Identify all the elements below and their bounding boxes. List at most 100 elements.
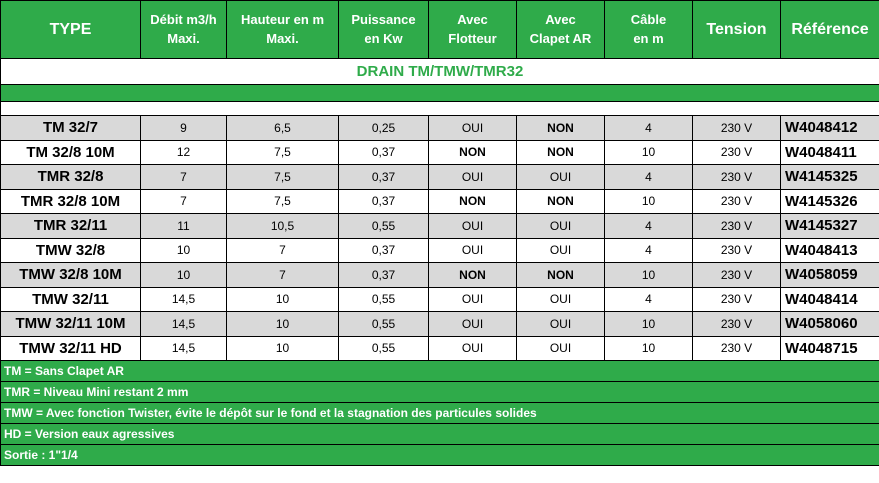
cell-flotteur: OUI bbox=[428, 237, 517, 263]
cell-puissance: 0,37 bbox=[338, 262, 429, 288]
legend-note-row: TMW = Avec fonction Twister, évite le dé… bbox=[0, 402, 879, 424]
cell-hauteur: 7 bbox=[226, 262, 339, 288]
cell-tension: 230 V bbox=[692, 188, 781, 214]
cell-reference: W4048414 bbox=[780, 286, 879, 312]
legend-note-row: HD = Version eaux agressives bbox=[0, 423, 879, 445]
cell-debit: 7 bbox=[140, 164, 227, 190]
table-row: TM 32/7 9 6,5 0,25 OUI NON 4 230 V W4048412 bbox=[0, 115, 879, 141]
legend-note-row: Sortie : 1"1/4 bbox=[0, 444, 879, 466]
header-debit: Débit m3/h Maxi. bbox=[140, 0, 227, 59]
legend-note: Sortie : 1"1/4 bbox=[0, 444, 879, 466]
cell-clapet: NON bbox=[516, 262, 605, 288]
cell-clapet: OUI bbox=[516, 311, 605, 337]
table-row: TMW 32/11 10M 14,5 10 0,55 OUI OUI 10 230 V W405… bbox=[0, 311, 879, 337]
cell-cable: 10 bbox=[604, 262, 693, 288]
cell-puissance: 0,37 bbox=[338, 188, 429, 214]
cell-flotteur: OUI bbox=[428, 286, 517, 312]
cell-cable: 4 bbox=[604, 164, 693, 190]
cell-type: TMW 32/11 HD bbox=[0, 335, 141, 361]
header-row: TYPE Débit m3/h Maxi. Hauteur en m Maxi. P… bbox=[0, 0, 879, 59]
cell-reference: W4048412 bbox=[780, 115, 879, 141]
legend-note: TM = Sans Clapet AR bbox=[0, 360, 879, 382]
cell-cable: 4 bbox=[604, 213, 693, 239]
cell-clapet: OUI bbox=[516, 237, 605, 263]
cell-puissance: 0,55 bbox=[338, 213, 429, 239]
header-flotteur: Avec Flotteur bbox=[428, 0, 517, 59]
cell-cable: 4 bbox=[604, 286, 693, 312]
cell-debit: 14,5 bbox=[140, 335, 227, 361]
header-clapet: Avec Clapet AR bbox=[516, 0, 605, 59]
cell-debit: 10 bbox=[140, 262, 227, 288]
cell-clapet: NON bbox=[516, 139, 605, 165]
cell-reference: W4058060 bbox=[780, 311, 879, 337]
cell-flotteur: NON bbox=[428, 188, 517, 214]
cell-type: TMW 32/11 bbox=[0, 286, 141, 312]
cell-hauteur: 10 bbox=[226, 286, 339, 312]
table-row: TMR 32/8 7 7,5 0,37 OUI OUI 4 230 V W4145325 bbox=[0, 164, 879, 190]
legend-note: TMR = Niveau Mini restant 2 mm bbox=[0, 381, 879, 403]
cell-flotteur: NON bbox=[428, 262, 517, 288]
cell-debit: 14,5 bbox=[140, 311, 227, 337]
cell-tension: 230 V bbox=[692, 335, 781, 361]
cell-tension: 230 V bbox=[692, 139, 781, 165]
cell-puissance: 0,55 bbox=[338, 286, 429, 312]
cell-puissance: 0,25 bbox=[338, 115, 429, 141]
table-row: TMR 32/11 11 10,5 0,55 OUI OUI 4 230 V W4145327 bbox=[0, 213, 879, 239]
cell-debit: 7 bbox=[140, 188, 227, 214]
cell-debit: 12 bbox=[140, 139, 227, 165]
cell-cable: 10 bbox=[604, 139, 693, 165]
cell-puissance: 0,37 bbox=[338, 139, 429, 165]
cell-hauteur: 6,5 bbox=[226, 115, 339, 141]
cell-clapet: OUI bbox=[516, 213, 605, 239]
cell-clapet: OUI bbox=[516, 286, 605, 312]
cell-tension: 230 V bbox=[692, 286, 781, 312]
spacer-row bbox=[0, 101, 879, 116]
header-type: TYPE bbox=[0, 0, 141, 59]
cell-tension: 230 V bbox=[692, 311, 781, 337]
cell-hauteur: 10,5 bbox=[226, 213, 339, 239]
cell-tension: 230 V bbox=[692, 262, 781, 288]
table-row: TMW 32/8 10M 10 7 0,37 NON NON 10 230 V W4058059 bbox=[0, 262, 879, 288]
cell-puissance: 0,55 bbox=[338, 335, 429, 361]
cell-type: TMR 32/8 bbox=[0, 164, 141, 190]
header-hauteur: Hauteur en m Maxi. bbox=[226, 0, 339, 59]
cell-flotteur: OUI bbox=[428, 311, 517, 337]
cell-type: TMW 32/8 bbox=[0, 237, 141, 263]
cell-hauteur: 10 bbox=[226, 311, 339, 337]
cell-tension: 230 V bbox=[692, 164, 781, 190]
cell-clapet: OUI bbox=[516, 335, 605, 361]
cell-reference: W4048413 bbox=[780, 237, 879, 263]
cell-reference: W4145327 bbox=[780, 213, 879, 239]
cell-flotteur: NON bbox=[428, 139, 517, 165]
cell-type: TMR 32/8 10M bbox=[0, 188, 141, 214]
cell-type: TM 32/8 10M bbox=[0, 139, 141, 165]
cell-hauteur: 7 bbox=[226, 237, 339, 263]
cell-hauteur: 10 bbox=[226, 335, 339, 361]
cell-puissance: 0,37 bbox=[338, 237, 429, 263]
header-tension: Tension bbox=[692, 0, 781, 59]
cell-hauteur: 7,5 bbox=[226, 164, 339, 190]
section-title: DRAIN TM/TMW/TMR32 bbox=[0, 58, 879, 85]
cell-type: TMR 32/11 bbox=[0, 213, 141, 239]
cell-clapet: NON bbox=[516, 115, 605, 141]
table-row: TMW 32/11 HD 14,5 10 0,55 OUI OUI 10 230 V W4048… bbox=[0, 335, 879, 361]
cell-tension: 230 V bbox=[692, 115, 781, 141]
cell-hauteur: 7,5 bbox=[226, 188, 339, 214]
cell-flotteur: OUI bbox=[428, 115, 517, 141]
table-row: TM 32/8 10M 12 7,5 0,37 NON NON 10 230 V W404841… bbox=[0, 139, 879, 165]
cell-puissance: 0,55 bbox=[338, 311, 429, 337]
cell-type: TMW 32/11 10M bbox=[0, 311, 141, 337]
cell-tension: 230 V bbox=[692, 213, 781, 239]
cell-debit: 9 bbox=[140, 115, 227, 141]
cell-reference: W4048411 bbox=[780, 139, 879, 165]
cell-type: TMW 32/8 10M bbox=[0, 262, 141, 288]
cell-reference: W4145326 bbox=[780, 188, 879, 214]
cell-debit: 10 bbox=[140, 237, 227, 263]
cell-puissance: 0,37 bbox=[338, 164, 429, 190]
cell-cable: 4 bbox=[604, 237, 693, 263]
cell-type: TM 32/7 bbox=[0, 115, 141, 141]
cell-reference: W4058059 bbox=[780, 262, 879, 288]
legend-note-row: TMR = Niveau Mini restant 2 mm bbox=[0, 381, 879, 403]
cell-clapet: OUI bbox=[516, 164, 605, 190]
